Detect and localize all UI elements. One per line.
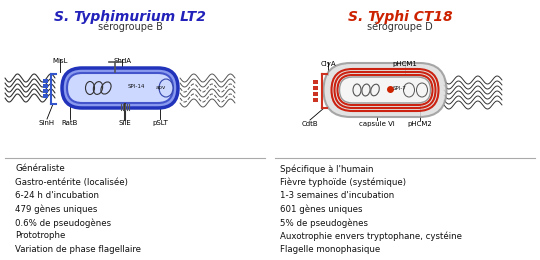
Bar [313,98,318,102]
Text: MisL: MisL [52,58,68,64]
Text: RatB: RatB [62,120,78,126]
Text: S. Typhi CT18: S. Typhi CT18 [348,10,453,24]
Text: SPI-7: SPI-7 [393,87,407,92]
Text: Auxotrophie envers tryptophane, cystéine: Auxotrophie envers tryptophane, cystéine [280,231,462,241]
FancyBboxPatch shape [67,73,173,103]
Bar [313,92,318,96]
Text: CdtB: CdtB [302,121,318,127]
Text: ClyA: ClyA [320,61,336,67]
Text: Fièvre typhoïde (systémique): Fièvre typhoïde (systémique) [280,178,406,187]
Text: capsule Vi: capsule Vi [359,121,395,127]
Text: pSLT: pSLT [152,120,168,126]
Bar [43,79,48,83]
Bar [313,80,318,84]
Text: 479 gènes uniques: 479 gènes uniques [15,205,97,214]
Text: SinH: SinH [39,120,55,126]
Text: 6-24 h d'incubation: 6-24 h d'incubation [15,191,99,200]
Text: Prototrophe: Prototrophe [15,231,65,240]
Text: pHCM2: pHCM2 [408,121,433,127]
Text: Variation de phase flagellaire: Variation de phase flagellaire [15,245,141,254]
Text: SPI-14: SPI-14 [128,84,145,89]
FancyBboxPatch shape [340,77,430,103]
Text: S. Typhimurium LT2: S. Typhimurium LT2 [54,10,206,24]
Bar [43,94,48,98]
Bar [43,84,48,88]
Text: SiiE: SiiE [119,120,131,126]
Ellipse shape [403,83,415,97]
Text: 0.6% de pseudogènes: 0.6% de pseudogènes [15,218,111,228]
Text: Flagelle monophasique: Flagelle monophasique [280,245,380,254]
Ellipse shape [159,79,173,97]
FancyBboxPatch shape [338,75,433,105]
Bar [313,86,318,90]
Text: sérogroupe B: sérogroupe B [98,22,163,32]
Text: ShdA: ShdA [113,58,131,64]
FancyBboxPatch shape [62,68,178,108]
Text: sérogroupe D: sérogroupe D [367,22,433,32]
Text: Spécifique à l'humain: Spécifique à l'humain [280,164,374,173]
Text: apv: apv [156,84,166,89]
FancyBboxPatch shape [323,63,447,117]
Text: 1-3 semaines d'incubation: 1-3 semaines d'incubation [280,191,394,200]
Text: 5% de pseudogènes: 5% de pseudogènes [280,218,368,228]
Text: Généraliste: Généraliste [15,164,65,173]
Text: pHCM1: pHCM1 [393,61,417,67]
Bar [43,89,48,93]
Text: 601 gènes uniques: 601 gènes uniques [280,205,362,214]
Ellipse shape [416,83,428,97]
Text: Gastro-entérite (localisée): Gastro-entérite (localisée) [15,178,128,186]
